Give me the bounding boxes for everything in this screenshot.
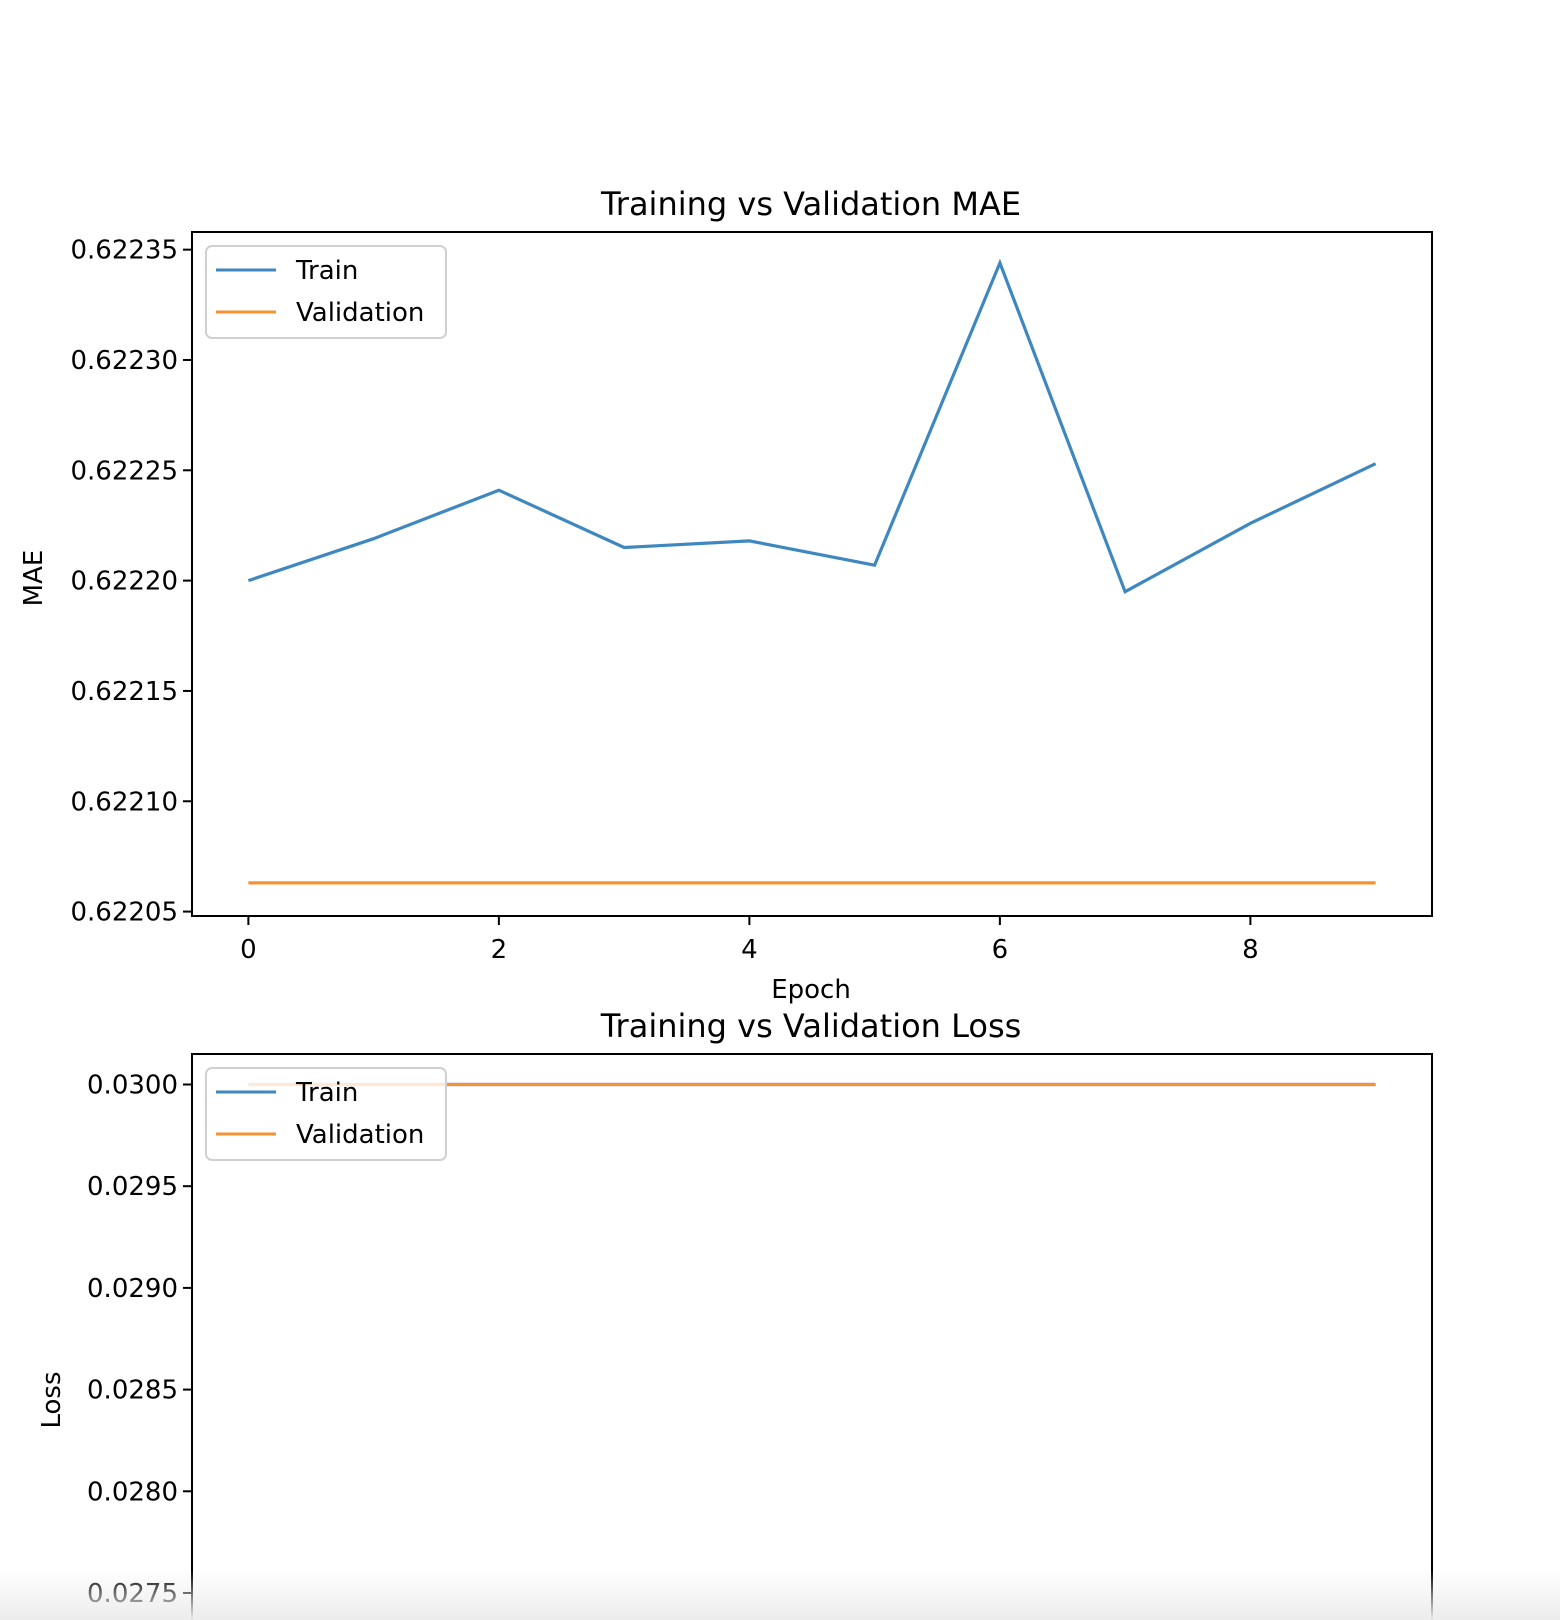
mae-x-axis: 0 2 4 6 8 [240,916,1259,965]
mae-y-axis-label: MAE [19,550,49,607]
mae-x-tick-label: 8 [1242,935,1259,965]
loss-chart-title: Training vs Validation Loss [600,1007,1022,1045]
mae-x-tick-label: 2 [491,935,508,965]
loss-y-tick-label: 0.0280 [87,1477,178,1507]
mae-y-tick-label: 0.62230 [70,346,178,376]
mae-legend-validation-label: Validation [296,298,424,328]
loss-y-tick-label: 0.0275 [87,1579,178,1609]
mae-y-tick-label: 0.62215 [70,677,178,707]
loss-y-tick-label: 0.0295 [87,1172,178,1202]
mae-plot-frame [191,231,1433,917]
loss-legend: Train Validation [205,1067,447,1161]
mae-y-tick-label: 0.62210 [70,787,178,817]
mae-chart: Training vs Validation MAE 0.62205 0.6221… [19,185,1433,1005]
mae-series-train-line [247,258,1377,594]
mae-series-lines [247,258,1377,885]
loss-y-axis-label: Loss [37,1371,67,1428]
mae-legend: Train Validation [205,245,447,339]
loss-y-tick-label: 0.0300 [87,1071,178,1101]
mae-legend-train-label: Train [295,256,358,286]
mae-y-axis: 0.62205 0.62210 0.62215 0.62220 0.62225 0.622… [70,236,192,928]
loss-chart: Training vs Validation Loss 0.0275 0.0280… [37,1007,1433,1620]
mae-chart-title: Training vs Validation MAE [600,185,1021,223]
loss-legend-validation-label: Validation [296,1120,424,1150]
mae-x-axis-label: Epoch [771,975,851,1005]
mae-x-tick-label: 0 [240,935,257,965]
mae-y-tick-label: 0.62220 [70,567,178,597]
mae-x-tick-label: 6 [992,935,1009,965]
loss-plot-frame [191,1053,1433,1620]
loss-y-tick-label: 0.0290 [87,1274,178,1304]
mae-y-tick-label: 0.62205 [70,898,178,928]
mae-y-tick-label: 0.62225 [70,456,178,486]
mae-y-tick-label: 0.62235 [70,236,178,266]
loss-y-axis: 0.0275 0.0280 0.0285 0.0290 0.0295 0.0300 [87,1071,192,1609]
mae-x-tick-label: 4 [741,935,758,965]
loss-y-tick-label: 0.0285 [87,1376,178,1406]
loss-legend-train-label: Train [295,1078,358,1108]
